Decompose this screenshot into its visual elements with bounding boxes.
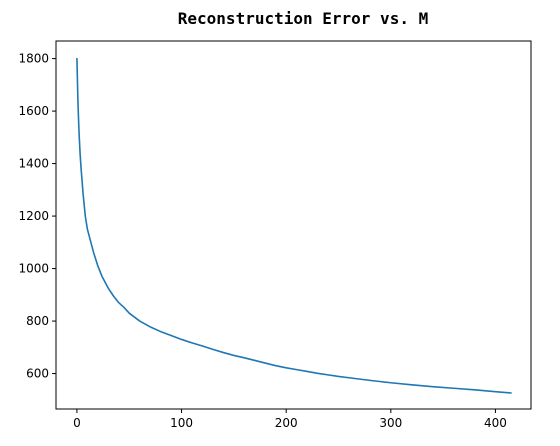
y-tick-label: 1400 bbox=[18, 157, 49, 171]
y-axis: 600 800 1000 1200 1400 1600 1800 bbox=[18, 52, 56, 381]
y-tick-label: 800 bbox=[26, 314, 49, 328]
x-tick-label: 300 bbox=[379, 416, 402, 430]
x-tick-label: 100 bbox=[170, 416, 193, 430]
y-tick-label: 1600 bbox=[18, 104, 49, 118]
x-tick-label: 0 bbox=[73, 416, 81, 430]
y-tick-label: 1000 bbox=[18, 262, 49, 276]
y-tick-label: 1200 bbox=[18, 209, 49, 223]
y-tick-label: 600 bbox=[26, 367, 49, 381]
x-axis: 0 100 200 300 400 bbox=[73, 409, 507, 430]
plot-frame bbox=[55, 40, 532, 410]
chart-title: Reconstruction Error vs. M bbox=[178, 9, 428, 28]
y-tick-label: 1800 bbox=[18, 52, 49, 66]
x-tick-label: 400 bbox=[484, 416, 507, 430]
series-line bbox=[76, 57, 512, 394]
x-tick-label: 200 bbox=[275, 416, 298, 430]
